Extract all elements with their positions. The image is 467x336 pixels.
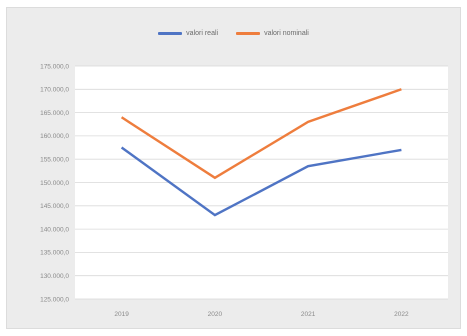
y-tick-label-6: 155.000,0 — [40, 157, 69, 164]
legend-item-series-0: valori reali — [158, 30, 218, 37]
x-tick-label-3: 2022 — [394, 311, 409, 318]
y-axis-tick-labels: 125.000,0 130.000,0 135.000,0 140.000,0 145.… — [40, 63, 69, 303]
legend-swatch-series-0 — [158, 32, 183, 35]
y-tick-label-3: 140.000,0 — [40, 226, 69, 233]
y-tick-label-4: 145.000,0 — [40, 203, 69, 210]
x-tick-label-1: 2020 — [208, 311, 223, 318]
y-tick-label-5: 150.000,0 — [40, 180, 69, 187]
legend: valori reali valori nominali — [7, 30, 460, 37]
y-tick-label-2: 135.000,0 — [40, 250, 69, 257]
series-lines — [120, 88, 402, 217]
y-tick-label-7: 160.000,0 — [40, 133, 69, 140]
y-tick-label-8: 165.000,0 — [40, 110, 69, 117]
legend-item-series-1: valori nominali — [236, 30, 309, 37]
x-tick-label-0: 2019 — [114, 311, 129, 318]
y-tick-label-0: 125.000,0 — [40, 296, 69, 303]
y-tick-label-9: 170.000,0 — [40, 87, 69, 94]
series-line-0 — [120, 146, 402, 217]
y-tick-label-1: 130.000,0 — [40, 273, 69, 280]
legend-label-series-0: valori reali — [186, 30, 219, 37]
series-line-1 — [120, 88, 402, 180]
legend-swatch-series-1 — [236, 32, 261, 35]
y-tick-label-10: 175.000,0 — [40, 63, 69, 70]
x-tick-label-2: 2021 — [301, 311, 316, 318]
gridlines — [75, 65, 448, 300]
x-axis-tick-labels: 2019 2020 2021 2022 — [114, 311, 409, 318]
legend-label-series-1: valori nominali — [264, 30, 309, 37]
